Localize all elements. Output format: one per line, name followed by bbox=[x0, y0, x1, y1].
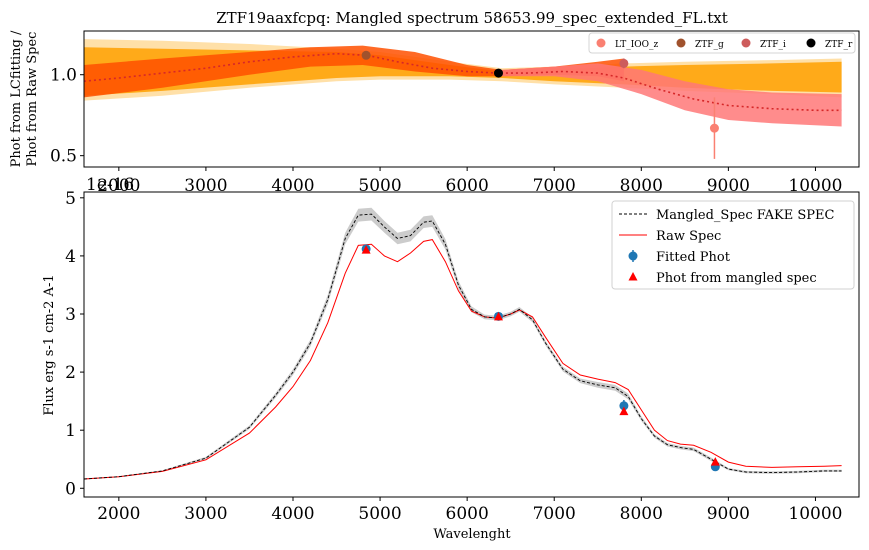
bottom-legend-label-3: Phot from mangled spec bbox=[656, 271, 817, 286]
bottom-plot-area bbox=[84, 207, 842, 480]
top-x-tick-label: 10000 bbox=[788, 176, 842, 196]
bottom-x-tick-label: 8000 bbox=[620, 504, 663, 524]
top-legend-label-ZTF_r: ZTF_r bbox=[825, 40, 853, 50]
top-legend-box bbox=[588, 32, 856, 54]
bottom-y-tick-label: 4 bbox=[65, 247, 76, 267]
top-legend-marker-ZTF_i bbox=[741, 38, 751, 48]
top-x-tick-label: 6000 bbox=[446, 176, 489, 196]
top-axes-frame bbox=[83, 30, 860, 168]
bottom-legend-label-1: Raw Spec bbox=[656, 229, 721, 244]
phot-from-mangled-point bbox=[361, 245, 371, 254]
figure-title: ZTF19aaxfcpq: Mangled spectrum 58653.99_… bbox=[216, 9, 728, 27]
top-x-tick-label: 9000 bbox=[707, 176, 750, 196]
legend-marker-phot-from-mangled bbox=[628, 272, 638, 281]
top-legend: LT_IOO_z ZTF_g ZTF_i ZTF_r bbox=[588, 32, 856, 54]
mangled-spec-line bbox=[84, 213, 842, 480]
top-x-ticks: 2000 3000 4000 5000 6000 7000 8000 9000 10000 bbox=[97, 167, 843, 196]
bottom-x-tick-label: 3000 bbox=[184, 504, 227, 524]
phot-from-mangled-point bbox=[710, 457, 720, 466]
bottom-y-tick-label: 1 bbox=[65, 421, 76, 441]
phot-from-mangled-point bbox=[619, 406, 629, 416]
bottom-x-tick-label: 7000 bbox=[533, 504, 576, 524]
top-y-ticks: 0.5 1.0 bbox=[50, 66, 84, 167]
bottom-y-tick-label: 2 bbox=[65, 363, 76, 383]
bottom-offset-text: 1e-16 bbox=[86, 175, 134, 195]
bottom-legend-label-2: Fitted Phot bbox=[656, 250, 731, 265]
top-point-ZTF_i bbox=[619, 58, 629, 68]
bottom-xlabel: Wavelenght bbox=[433, 527, 511, 542]
bottom-x-tick-label: 4000 bbox=[271, 504, 314, 524]
bottom-y-tick-label: 3 bbox=[65, 305, 76, 325]
top-x-tick-label: 4000 bbox=[271, 176, 314, 196]
bottom-x-tick-label: 10000 bbox=[788, 504, 842, 524]
top-x-tick-label: 3000 bbox=[184, 176, 227, 196]
top-point-ZTF_r bbox=[493, 68, 503, 78]
top-plot-area bbox=[84, 39, 842, 159]
top-ratio-band-3 bbox=[502, 63, 842, 127]
top-x-tick-label: 7000 bbox=[533, 176, 576, 196]
bottom-x-tick-label: 5000 bbox=[358, 504, 401, 524]
top-legend-marker-ZTF_r bbox=[806, 38, 816, 48]
top-legend-marker-ZTF_g bbox=[676, 38, 686, 48]
bottom-legend-label-0: Mangled_Spec FAKE SPEC bbox=[656, 208, 835, 223]
bottom-x-tick-label: 9000 bbox=[707, 504, 750, 524]
bottom-y-tick-label: 0 bbox=[65, 479, 76, 499]
top-ylabel-line1: Phot from LCfitting / bbox=[9, 30, 24, 167]
phot-from-mangled-point bbox=[493, 311, 503, 321]
legend-marker-fitted-phot bbox=[628, 251, 638, 261]
top-panel: 2000 3000 4000 5000 6000 7000 8000 9000 10000 0.… bbox=[9, 30, 860, 196]
bottom-legend: Mangled_Spec FAKE SPEC Raw Spec Fitted Pho… bbox=[611, 200, 855, 290]
bottom-legend-box bbox=[611, 200, 855, 290]
top-x-tick-label: 5000 bbox=[358, 176, 401, 196]
top-point-ZTF_g bbox=[361, 50, 371, 60]
top-legend-label-ZTF_i: ZTF_i bbox=[760, 40, 786, 50]
top-legend-marker-LT_IOO_z bbox=[596, 38, 606, 48]
bottom-panel: 2000 3000 4000 5000 6000 7000 8000 9000 10000 0 1… bbox=[42, 175, 860, 542]
bottom-x-tick-label: 2000 bbox=[97, 504, 140, 524]
top-legend-label-LT_IOO_z: LT_IOO_z bbox=[615, 40, 659, 50]
top-y-tick-label: 0.5 bbox=[50, 147, 77, 167]
top-point-LT_IOO_z bbox=[709, 123, 719, 133]
top-x-tick-label: 8000 bbox=[620, 176, 663, 196]
bottom-y-tick-label: 5 bbox=[65, 189, 76, 209]
top-ratio-curve bbox=[84, 52, 842, 112]
top-ylabel-line2: Phot from Raw Spec bbox=[25, 32, 40, 167]
bottom-axes-frame bbox=[83, 191, 860, 498]
top-y-tick-label: 1.0 bbox=[50, 66, 77, 86]
bottom-ylabel: Flux erg s-1 cm-2 A-1 bbox=[42, 274, 57, 415]
bottom-y-ticks: 0 1 2 3 4 5 bbox=[65, 189, 84, 499]
top-legend-label-ZTF_g: ZTF_g bbox=[695, 40, 724, 50]
bottom-x-tick-label: 6000 bbox=[446, 504, 489, 524]
bottom-x-ticks: 2000 3000 4000 5000 6000 7000 8000 9000 10000 bbox=[97, 497, 843, 524]
top-x-tick-label: 2000 bbox=[97, 176, 140, 196]
fitted-phot-point bbox=[619, 401, 629, 411]
top-ratio-band-2 bbox=[84, 45, 624, 98]
